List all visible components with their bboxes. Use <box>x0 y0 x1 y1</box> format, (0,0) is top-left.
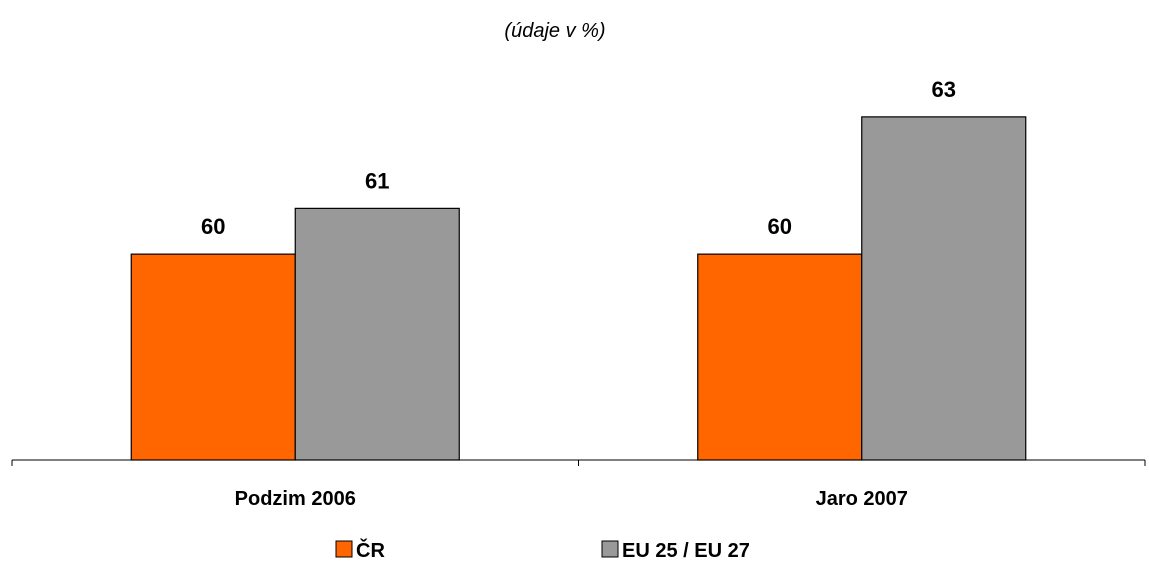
category-label: Jaro 2007 <box>816 488 908 510</box>
legend: ČR EU 25 / EU 27 <box>335 538 750 561</box>
legend-swatch <box>335 540 353 558</box>
bars: 60 61 60 63 <box>130 77 1027 461</box>
data-label: 63 <box>932 77 956 102</box>
data-label: 61 <box>365 168 389 193</box>
category-label: Podzim 2006 <box>235 488 356 510</box>
legend-label: EU 25 / EU 27 <box>622 540 750 561</box>
data-label: 60 <box>201 214 225 239</box>
x-axis: Podzim 2006 Jaro 2007 <box>11 459 1146 510</box>
legend-label: ČR <box>356 538 385 561</box>
legend-swatch <box>601 540 619 558</box>
bar-eu-25-eu-27-1 <box>861 116 1027 461</box>
chart-subtitle: (údaje v %) <box>504 20 605 42</box>
bar--r-0 <box>130 253 296 461</box>
data-label: 60 <box>768 214 792 239</box>
bar--r-1 <box>697 253 863 461</box>
bar-eu-25-eu-27-0 <box>294 207 460 461</box>
